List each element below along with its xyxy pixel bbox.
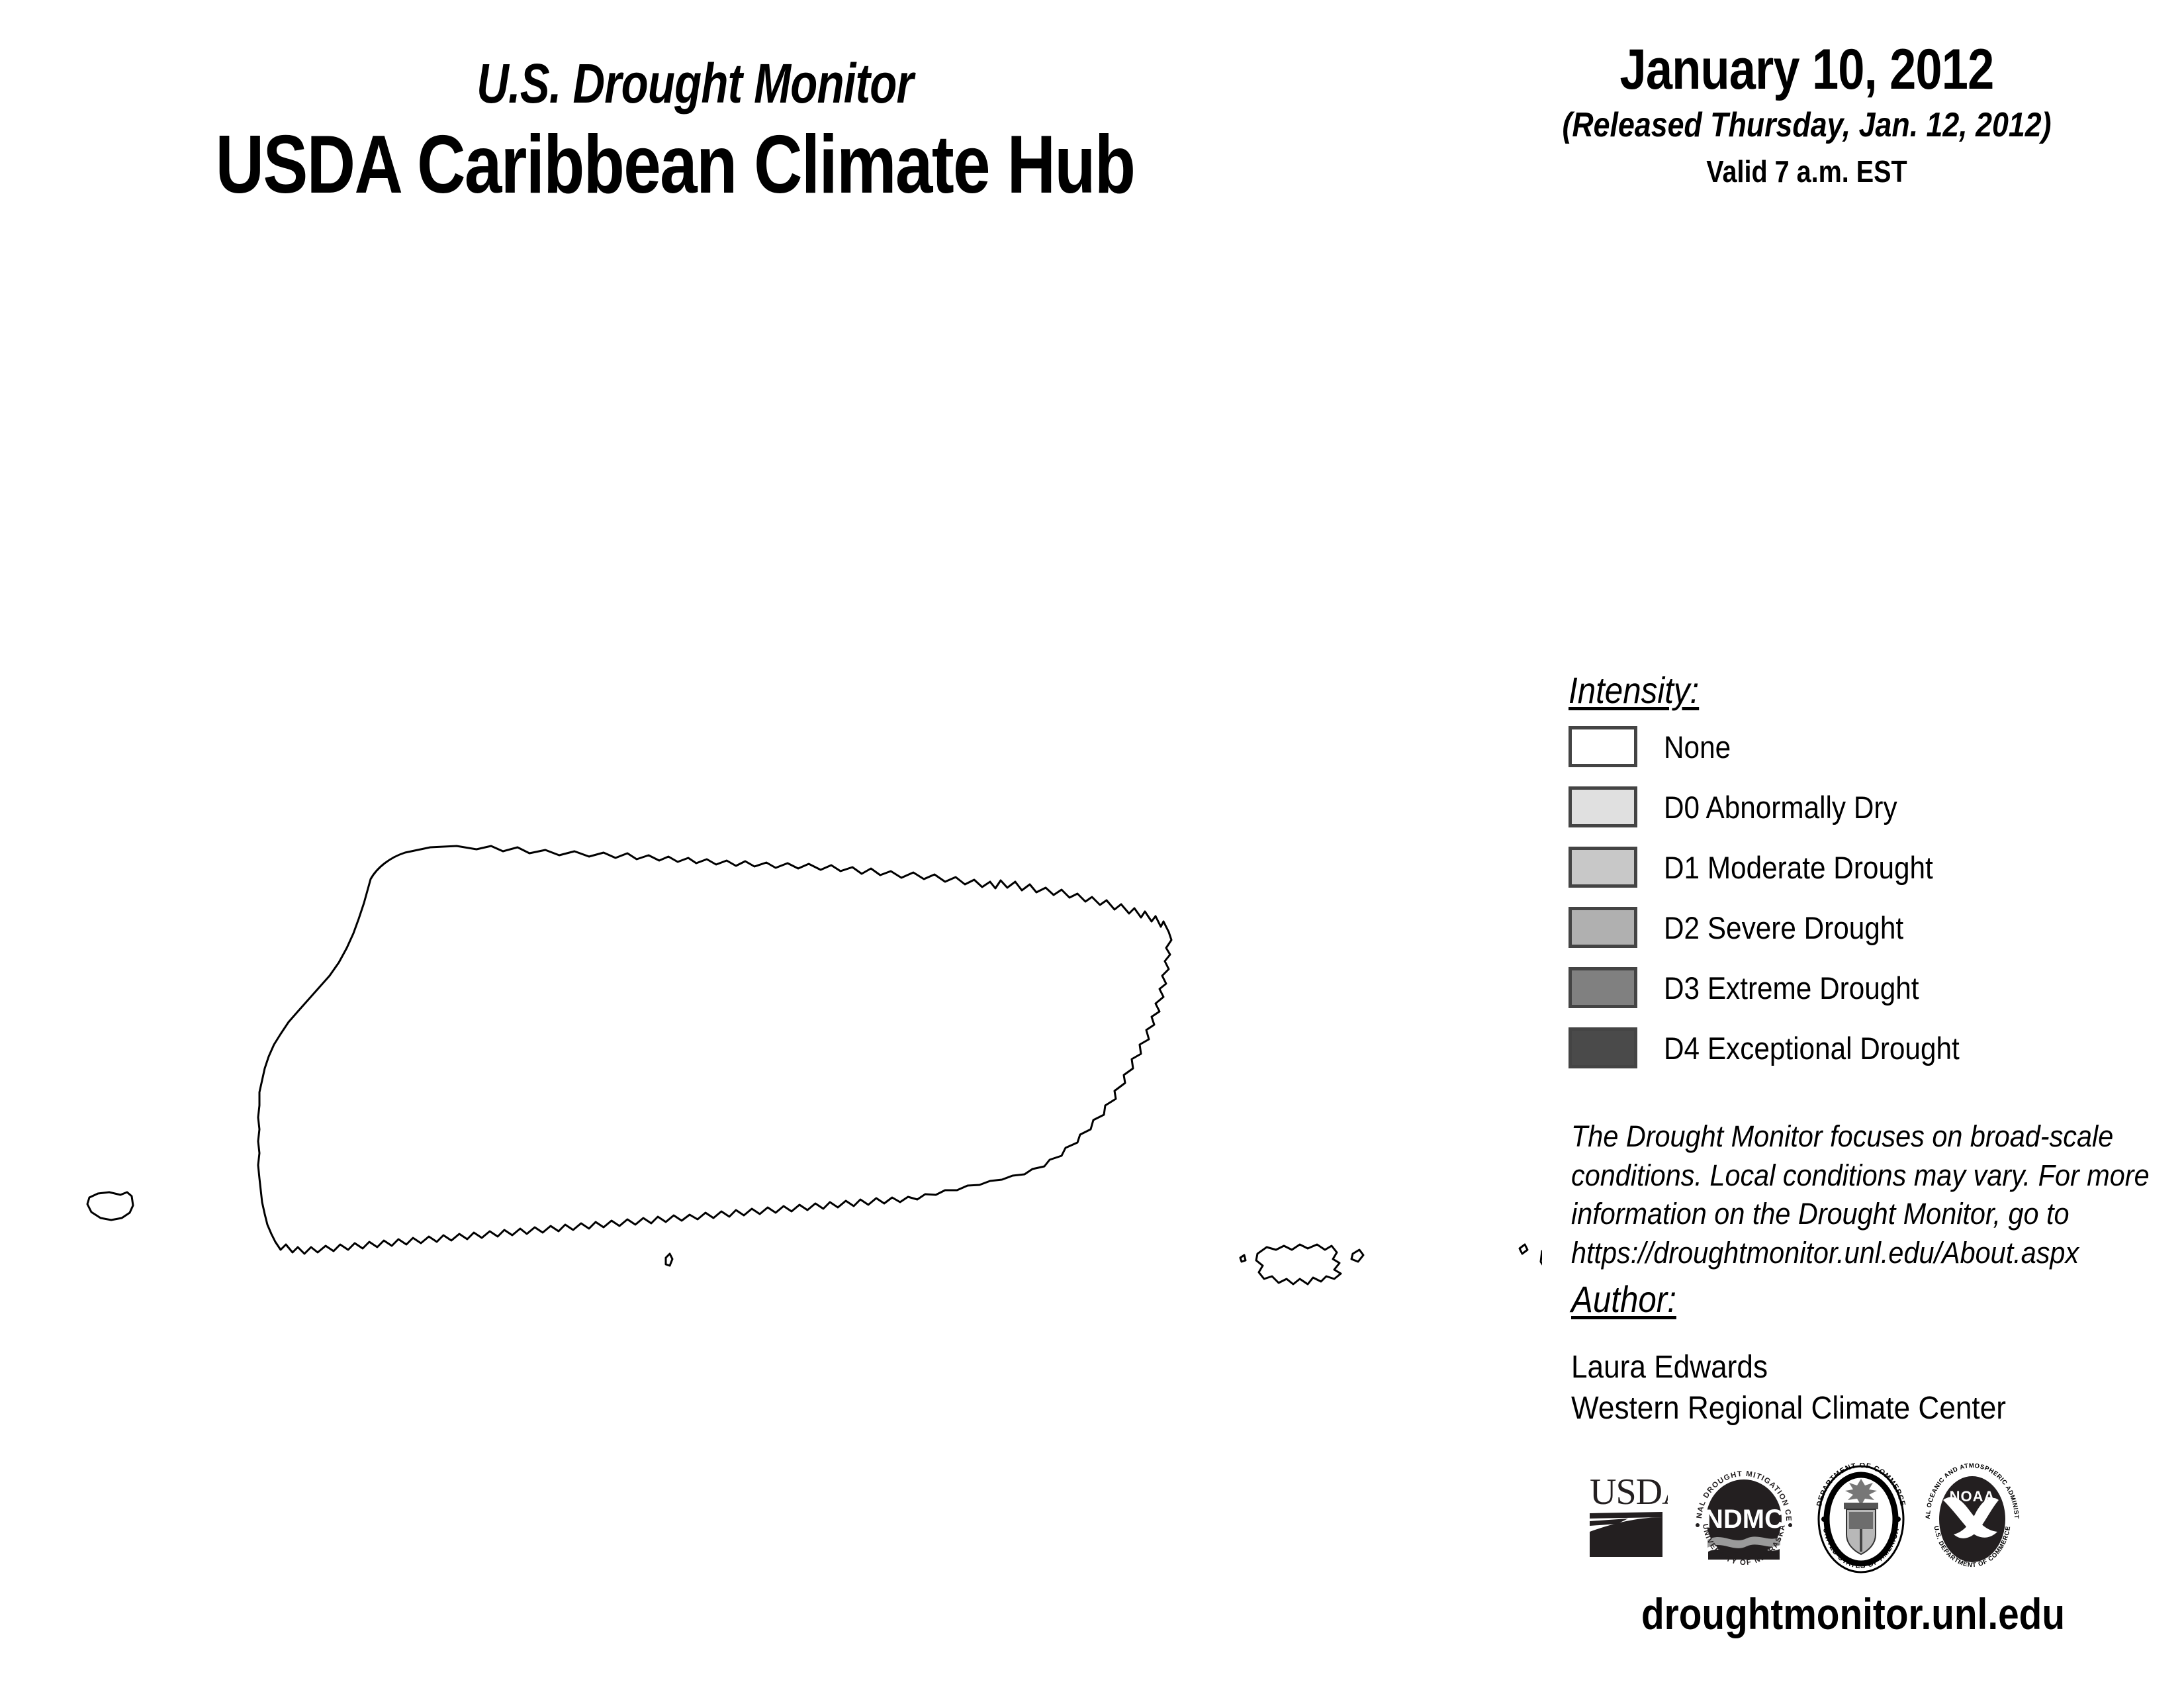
disclaimer-line-4[interactable]: https://droughtmonitor.unl.edu/About.asp…	[1571, 1235, 2079, 1270]
legend-row-d4[interactable]: D4 Exceptional Drought	[1569, 1023, 2138, 1072]
date-block: January 10, 2012 (Released Thursday, Jan…	[1476, 40, 2138, 187]
disclaimer-line-1: The Drought Monitor focuses on broad-sca…	[1571, 1119, 2114, 1153]
legend-label-d4: D4 Exceptional Drought	[1664, 1030, 1960, 1066]
legend-swatch-d4	[1569, 1027, 1637, 1068]
island-caja-de-muertos	[664, 1252, 674, 1267]
author-name: Laura Edwards	[1571, 1350, 1768, 1385]
legend-swatch-d0	[1569, 786, 1637, 827]
legend-row-d1[interactable]: D1 Moderate Drought	[1569, 843, 2138, 892]
legend-row-d0[interactable]: D0 Abnormally Dry	[1569, 782, 2138, 831]
date-valid: Valid 7 a.m. EST	[1706, 154, 1907, 189]
island-culebra	[1255, 1243, 1342, 1286]
legend-swatch-none	[1569, 726, 1637, 767]
island-culebrita	[1350, 1248, 1365, 1263]
legend-row-d3[interactable]: D3 Extreme Drought	[1569, 963, 2138, 1012]
legend-row-none[interactable]: None	[1569, 722, 2138, 771]
island-culebra-islet-1	[1239, 1254, 1247, 1263]
legend-label-d0: D0 Abnormally Dry	[1664, 789, 1897, 825]
legend-label-none: None	[1664, 729, 1731, 765]
svg-text:NOAA: NOAA	[1950, 1488, 1995, 1505]
ndmc-logo: NDMC NATIONAL DROUGHT MITIGATION CENTER …	[1690, 1463, 1792, 1567]
disclaimer-line-2: conditions. Local conditions may vary. F…	[1571, 1158, 2150, 1192]
noaa-logo: NOAA NATIONAL OCEANIC AND ATMOSPHERIC AD…	[1919, 1463, 2019, 1569]
doc-logo: DEPARTMENT OF COMMERCE UNITED STATES OF …	[1815, 1463, 1906, 1573]
island-mona	[86, 1191, 134, 1221]
legend-swatch-d1	[1569, 847, 1637, 888]
legend-swatch-d3	[1569, 967, 1637, 1008]
disclaimer-text: The Drought Monitor focuses on broad-sca…	[1571, 1117, 2150, 1272]
legend-title: Intensity:	[1569, 669, 1700, 711]
author-heading: Author:	[1571, 1278, 1676, 1320]
footer-url[interactable]: droughtmonitor.unl.edu	[1641, 1589, 2066, 1638]
author-organization: Western Regional Climate Center	[1571, 1391, 2006, 1426]
legend-label-d3: D3 Extreme Drought	[1664, 970, 1919, 1006]
usda-logo: USDA	[1590, 1472, 1668, 1557]
legend-label-d1: D1 Moderate Drought	[1664, 849, 1933, 885]
date-released: (Released Thursday, Jan. 12, 2012)	[1562, 106, 2052, 145]
logo-row: USDA NDMC NATIONAL DROUGHT MITIGATION CE…	[1588, 1463, 2019, 1575]
legend-swatch-d2	[1569, 907, 1637, 948]
legend-row-d2[interactable]: D2 Severe Drought	[1569, 903, 2138, 952]
page-title: USDA Caribbean Climate Hub	[215, 119, 1136, 211]
svg-text:USDA: USDA	[1590, 1472, 1668, 1513]
island-st-thomas	[1539, 1250, 1542, 1266]
intensity-legend: Intensity: None D0 Abnormally Dry D1 Mod…	[1569, 669, 2138, 1084]
disclaimer-line-3: information on the Drought Monitor, go t…	[1571, 1197, 2070, 1231]
drought-map[interactable]	[0, 583, 1542, 1311]
svg-text:NDMC: NDMC	[1704, 1505, 1784, 1534]
island-st-thomas-islet	[1518, 1243, 1529, 1255]
legend-label-d2: D2 Severe Drought	[1664, 910, 1904, 945]
date-main: January 10, 2012	[1619, 38, 1995, 101]
island-puerto-rico	[257, 845, 1173, 1255]
header-subtitle: U.S. Drought Monitor	[477, 52, 913, 115]
